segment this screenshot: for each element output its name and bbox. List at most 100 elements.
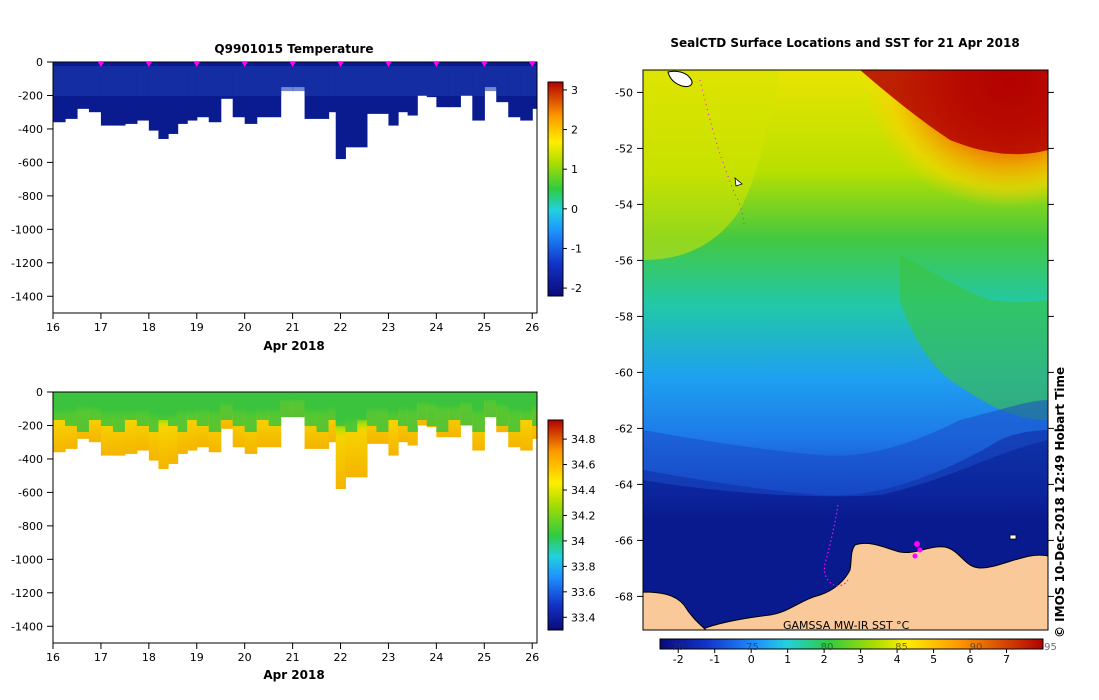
temperature-cb-tick-label: 3 — [571, 84, 578, 97]
salinity-profile-surface — [316, 392, 330, 432]
salinity-ytick-label: -1000 — [11, 553, 43, 566]
temperature-profile-upper — [148, 66, 160, 96]
salinity-profile-surface — [256, 392, 270, 420]
copyright-credit: © IMOS 10-Dec-2018 12:49 Hobart Time — [1053, 367, 1067, 638]
sst-colorbar — [659, 638, 1044, 650]
sst-cb-tick-label: -1 — [709, 653, 720, 666]
temperature-ytick-label: 0 — [36, 56, 43, 69]
temperature-profile-upper — [316, 66, 330, 96]
sst-map-latitude-axis: -50 -52 -54 -56 -58 -60 -62 -64 -66 -68 — [615, 86, 1054, 603]
surface-marker — [97, 62, 104, 67]
salinity-profiles — [53, 392, 537, 490]
temperature-profile-upper — [520, 66, 533, 96]
map-lat-tick-label: -54 — [615, 198, 633, 211]
salinity-profile-surface — [64, 392, 78, 426]
temperature-profile-upper — [100, 66, 114, 96]
temperature-profile-upper — [168, 66, 179, 96]
salinity-profile-column — [388, 392, 399, 456]
salinity-profile-surface — [177, 392, 188, 432]
temperature-xtick-label: 18 — [142, 321, 156, 334]
temperature-profile-upper — [292, 66, 306, 92]
temperature-profile-upper — [112, 66, 126, 96]
temperature-profile-column — [168, 62, 179, 134]
temperature-profile-upper — [208, 66, 222, 96]
salinity-profile-surface — [208, 392, 222, 432]
temperature-profile-column — [357, 62, 368, 148]
temperature-ytick-label: -1400 — [11, 290, 43, 303]
salinity-profile-column — [158, 392, 169, 469]
salinity-xtick-label: 25 — [477, 651, 491, 664]
salinity-profile-surface — [292, 392, 306, 418]
salinity-cb-tick-label: 33.4 — [571, 611, 596, 624]
surface-marker — [481, 62, 488, 67]
surface-marker — [193, 62, 200, 67]
temperature-cb-tick-label: 1 — [571, 163, 578, 176]
temperature-profile-upper — [508, 66, 521, 96]
temperature-profile-upper — [532, 66, 537, 96]
temperature-profile-upper — [484, 66, 497, 92]
salinity-profile-surface — [460, 392, 473, 426]
temperature-ytick-label: -800 — [18, 190, 43, 203]
temperature-profile-upper — [196, 66, 210, 96]
temperature-profile-upper — [407, 66, 418, 96]
salinity-profile-surface — [53, 392, 66, 420]
salinity-profile-surface — [100, 392, 114, 426]
salinity-profile-surface — [520, 392, 533, 420]
surface-marker — [241, 62, 248, 67]
sst-map-panel: SealCTD Surface Locations and SST for 21… — [615, 36, 1067, 666]
salinity-profile-surface — [426, 392, 437, 426]
temperature-ytick-label: -1200 — [11, 257, 43, 270]
temperature-profile-upper — [158, 66, 169, 96]
temperature-profile-upper — [177, 66, 188, 96]
temperature-xtick-label: 23 — [381, 321, 395, 334]
salinity-profile-surface — [472, 392, 485, 432]
sst-cb-overlay-label: 90 — [970, 642, 983, 653]
temperature-xtick-label: 20 — [238, 321, 252, 334]
temperature-profile-upper — [280, 66, 294, 92]
temperature-profile-upper — [53, 66, 66, 96]
sst-cb-tick-label: 4 — [894, 653, 901, 666]
temperature-profile-upper — [256, 66, 270, 96]
sst-cb-tick-label: 0 — [748, 653, 755, 666]
temperature-profile-upper — [388, 66, 399, 96]
salinity-profile-surface — [268, 392, 282, 426]
temperature-ytick-label: -600 — [18, 156, 43, 169]
temperature-cb-tick-label: -2 — [571, 282, 582, 295]
surface-marker — [289, 62, 296, 67]
salinity-profile-surface — [484, 392, 497, 418]
temperature-ytick-label: -400 — [18, 123, 43, 136]
salinity-profile-surface — [328, 392, 337, 420]
temperature-profile-upper — [366, 66, 378, 96]
salinity-profile-surface — [244, 392, 258, 432]
salinity-xtick-label: 23 — [381, 651, 395, 664]
sst-cb-tick-label: 1 — [784, 653, 791, 666]
salinity-cb-tick-label: 33.6 — [571, 586, 596, 599]
sst-cb-overlay-label: 80 — [821, 642, 834, 653]
temperature-ytick-label: -200 — [18, 89, 43, 102]
map-lat-tick-label: -52 — [615, 142, 633, 155]
salinity-profile-surface — [232, 392, 246, 426]
salinity-profile-column — [357, 392, 368, 478]
salinity-colorbar — [547, 419, 564, 631]
map-lat-tick-label: -58 — [615, 310, 633, 323]
map-lat-tick-label: -62 — [615, 422, 633, 435]
sst-cb-tick-label: 5 — [930, 653, 937, 666]
salinity-profile-column — [187, 392, 198, 451]
temperature-profile-upper — [124, 66, 138, 96]
temperature-profile-upper — [232, 66, 246, 96]
temperature-profile-upper — [220, 66, 234, 96]
temperature-profile-upper — [357, 66, 368, 96]
temperature-profile-upper — [76, 66, 90, 96]
temperature-profile-upper — [335, 66, 346, 96]
salinity-profile-surface — [335, 392, 346, 426]
map-lat-tick-label: -56 — [615, 254, 633, 267]
map-lat-tick-label: -60 — [615, 366, 633, 379]
sst-field — [643, 70, 1048, 630]
land-mass — [642, 70, 1049, 631]
salinity-profile-surface — [220, 392, 234, 420]
salinity-profile-column — [335, 392, 346, 490]
temperature-xtick-label: 21 — [286, 321, 300, 334]
salinity-xtick-label: 24 — [429, 651, 443, 664]
salinity-cb-tick-label: 34.6 — [571, 459, 596, 472]
temperature-profile-upper — [472, 66, 485, 96]
